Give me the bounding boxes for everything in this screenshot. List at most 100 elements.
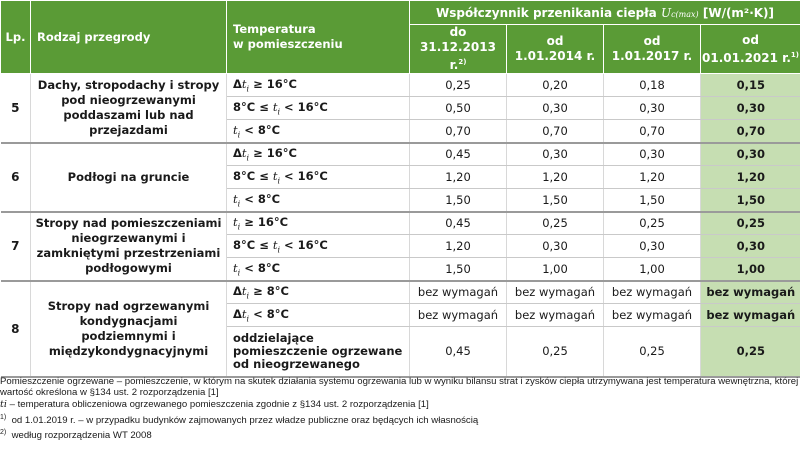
temperature-condition: oddzielające pomieszczenie ogrzewane od … <box>226 326 410 378</box>
row-number: 5 <box>0 73 31 144</box>
u-value-1: 0,45 <box>409 326 507 378</box>
u-value-3: 0,18 <box>603 73 701 97</box>
footnote-2-text: według rozporządzenia WT 2008 <box>11 430 152 442</box>
header-partition-type: Rodzaj przegrody <box>30 0 227 74</box>
u-value-4: 0,70 <box>700 119 800 144</box>
header-date-3-line2: 1.01.2017 r. <box>611 49 693 63</box>
table-row: 5 Dachy, stropodachy i stropy pod nieogrz… <box>0 73 800 144</box>
temperature-condition: Δti ≥ 16°C <box>226 142 410 166</box>
footnote-definition: Pomieszczenie ogrzewane – pomieszczenie,… <box>0 376 799 399</box>
row-number: 8 <box>0 280 31 378</box>
temperature-condition: ti ≥ 16°C <box>226 211 410 235</box>
temperature-condition: 8°C ≤ ti < 16°C <box>226 165 410 189</box>
u-value-4: 0,30 <box>700 96 800 120</box>
u-value-3: 0,30 <box>603 142 701 166</box>
u-value-4: 0,25 <box>700 211 800 235</box>
u-value-2: 1,00 <box>506 257 604 282</box>
footnote-1-text: od 1.01.2019 r. – w przypadku budynków z… <box>11 414 479 426</box>
header-coefficient-text: Współczynnik przenikania ciepła <box>436 5 657 20</box>
u-value-2: 0,70 <box>506 119 604 144</box>
temperature-condition: ti < 8°C <box>226 257 410 282</box>
partition-type: Dachy, stropodachy i stropy pod nieogrze… <box>30 73 227 144</box>
footnote-2: 2) według rozporządzenia WT 2008 <box>0 427 800 441</box>
header-date-4-note: 1) <box>790 50 799 59</box>
u-value-1: bez wymagań <box>409 280 507 304</box>
table-row: 8°C ≤ ti < 16°C 0,50 0,30 0,30 0,30 <box>1 96 800 120</box>
u-value-1: 0,70 <box>409 119 507 144</box>
u-value-1: 0,25 <box>409 73 507 97</box>
row-number: 6 <box>0 142 31 213</box>
header-date-4: od 01.01.2021 r.1) <box>699 24 800 74</box>
footnote-2-mark: 2) <box>0 429 7 436</box>
u-value-4: 0,30 <box>700 234 800 258</box>
header-temperature: Temperatura w pomieszczeniu <box>226 0 410 74</box>
table-row: 8 Stropy nad ogrzewanymi kondygnacjami po… <box>0 280 800 378</box>
header-coefficient: Współczynnik przenikania ciepła Uc(max) … <box>408 0 800 25</box>
u-value-4: 1,20 <box>700 165 800 189</box>
temperature-condition: 8°C ≤ ti < 16°C <box>226 234 410 258</box>
u-value-3: 0,30 <box>603 234 701 258</box>
u-value-4: 1,50 <box>700 188 800 213</box>
u-value-1: 0,45 <box>409 211 507 235</box>
u-value-4: 0,30 <box>700 142 800 166</box>
footnote-1: 1) od 1.01.2019 r. – w przypadku budynkó… <box>0 412 800 426</box>
table-row: 8°C ≤ ti < 16°C 1,20 1,20 1,20 1,20 <box>1 165 800 189</box>
u-value-2: 1,50 <box>506 188 604 213</box>
u-value-3: 0,70 <box>603 119 701 144</box>
u-value-3: 1,50 <box>603 188 701 213</box>
table-row: 6 Podłogi na gruncie Δti ≥ 16°C 0,45 0,30 0,3… <box>0 142 800 213</box>
u-value-1: 1,20 <box>409 234 507 258</box>
header-date-2-line2: 1.01.2014 r. <box>514 49 596 63</box>
u-value-1: 0,50 <box>409 96 507 120</box>
header-coefficient-symbol: U <box>660 5 672 20</box>
partition-type: Stropy nad pomieszczeniami nieogrzewanym… <box>30 211 227 282</box>
u-coefficient-table: Lp. Rodzaj przegrody Temperatura w pomie… <box>0 0 800 378</box>
temperature-condition: ti < 8°C <box>226 119 410 144</box>
u-value-2: 1,20 <box>506 165 604 189</box>
header-date-1-note: 2) <box>458 58 467 66</box>
u-value-4: 1,00 <box>700 257 800 282</box>
u-value-4: bez wymagań <box>700 280 800 304</box>
table-row: ti < 8°C 1,50 1,00 1,00 1,00 <box>1 257 800 282</box>
footnote-1-mark: 1) <box>0 413 7 421</box>
u-value-2: 0,30 <box>506 234 604 258</box>
partition-type: Stropy nad ogrzewanymi kondygnacjami pod… <box>30 280 227 378</box>
header-date-1-line2: 31.12.2013 r. <box>420 40 496 72</box>
table-row: ti < 8°C 1,50 1,50 1,50 1,50 <box>1 188 800 213</box>
u-value-2: 0,25 <box>506 211 604 235</box>
table-row: oddzielające pomieszczenie ogrzewane od … <box>1 326 800 378</box>
u-value-2: 0,20 <box>506 73 604 97</box>
header-coefficient-unit: [W/(m²·K)] <box>702 5 775 20</box>
header-date-1-line1: do <box>449 25 467 39</box>
table-row: 8°C ≤ ti < 16°C 1,20 0,30 0,30 0,30 <box>1 234 800 258</box>
header-date-3: od 1.01.2017 r. <box>603 24 701 74</box>
u-value-2: bez wymagań <box>506 280 604 304</box>
u-value-3: 0,25 <box>603 211 701 235</box>
partition-type: Podłogi na gruncie <box>30 142 227 213</box>
table-row: Δti < 8°C bez wymagań bez wymagań bez wymag… <box>1 303 800 327</box>
temperature-condition: Δti < 8°C <box>226 303 410 327</box>
header-coefficient-subscript: c(max) <box>671 9 699 19</box>
footnote-ti: ti – temperatura obliczeniowa ogrzewaneg… <box>0 399 800 410</box>
u-value-1: bez wymagań <box>409 303 507 327</box>
u-value-4: 0,25 <box>700 326 800 378</box>
temperature-condition: ti < 8°C <box>226 188 410 213</box>
row-number: 7 <box>0 211 31 282</box>
header-lp: Lp. <box>0 0 31 74</box>
table-row: ti < 8°C 0,70 0,70 0,70 0,70 <box>1 119 800 144</box>
u-value-1: 1,20 <box>409 165 507 189</box>
u-value-3: bez wymagań <box>603 280 701 304</box>
header-temperature-line2: w pomieszczeniu <box>233 37 343 51</box>
temperature-condition: 8°C ≤ ti < 16°C <box>226 96 410 120</box>
u-value-2: 0,30 <box>506 96 604 120</box>
temperature-condition: Δti ≥ 8°C <box>226 280 410 304</box>
header-date-2: od 1.01.2014 r. <box>506 24 604 74</box>
header-date-3-line1: od <box>643 34 661 48</box>
header-temperature-line1: Temperatura <box>233 22 316 36</box>
footnote-ti-symbol: ti <box>0 399 7 411</box>
footnotes: Pomieszczenie ogrzewane – pomieszczenie,… <box>0 376 800 442</box>
header-date-1: do 31.12.2013 r.2) <box>409 24 507 74</box>
u-value-2: 0,25 <box>506 326 604 378</box>
footnote-ti-text: – temperatura obliczeniowa ogrzewanego p… <box>6 399 429 411</box>
temperature-condition: Δti ≥ 16°C <box>226 73 410 97</box>
